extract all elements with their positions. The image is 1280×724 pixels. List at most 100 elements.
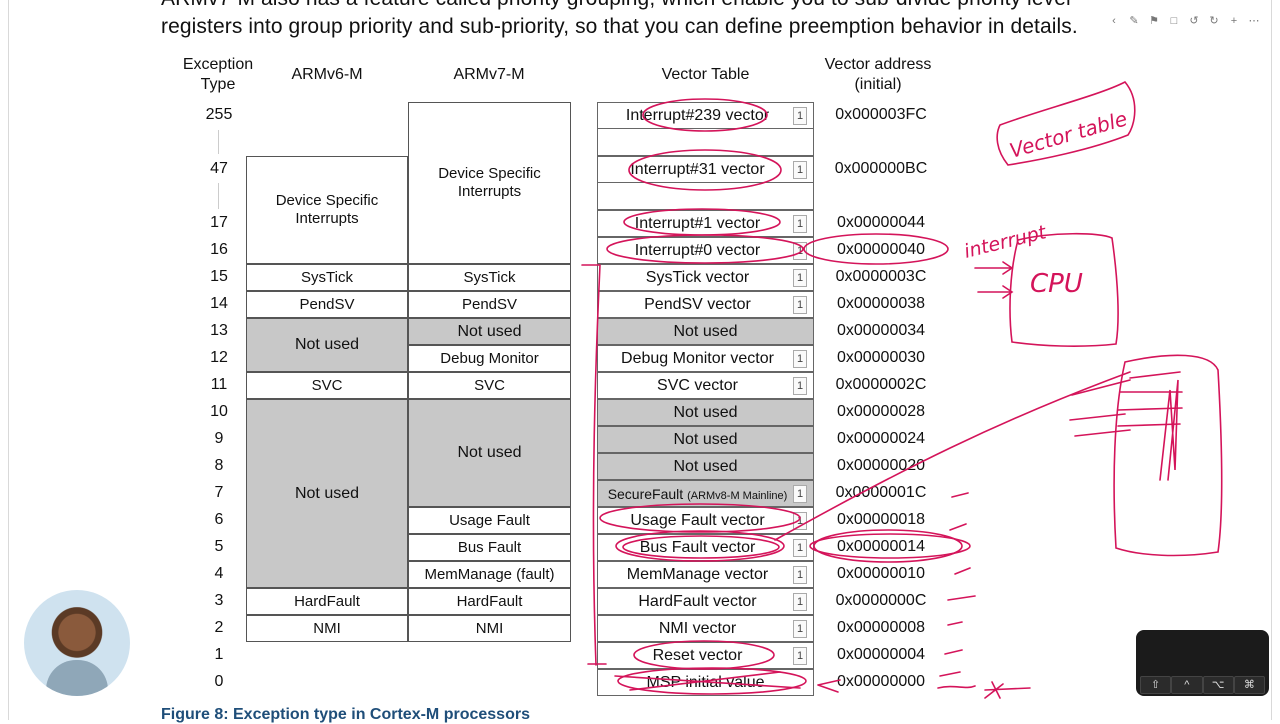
- exception-number: 9: [214, 430, 224, 447]
- vector-debug-monitor: Debug Monitor vector 1: [597, 345, 814, 372]
- ellipsis-line-2: [218, 183, 219, 209]
- ink-dashes: [939, 492, 976, 677]
- copy-icon[interactable]: □: [1170, 15, 1178, 27]
- armv7m-debug-monitor: Debug Monitor: [408, 345, 571, 372]
- ink-star-arrow: [937, 681, 1031, 699]
- vector-securefault-label: SecureFault (ARMv8-M Mainline): [608, 486, 788, 502]
- keyboard-key[interactable]: ⇧: [1140, 676, 1172, 694]
- exception-number: 13: [210, 322, 228, 339]
- vector-not-used-8: Not used: [597, 453, 814, 480]
- ink-circle-addr-14: [813, 529, 963, 563]
- exception-number: 14: [210, 295, 228, 312]
- word-box: 1: [793, 484, 807, 503]
- vector-systick: SysTick vector 1: [597, 264, 814, 291]
- keyboard-key[interactable]: ⌥: [1202, 676, 1234, 694]
- paragraph-line-2: registers into group priority and sub-pr…: [161, 15, 1078, 38]
- vector-reset-label: Reset vector: [652, 646, 743, 664]
- add-icon[interactable]: +: [1230, 15, 1238, 27]
- vector-securefault: SecureFault (ARMv8-M Mainline) 1: [597, 480, 814, 507]
- vector-not-used-8-label: Not used: [673, 457, 738, 475]
- armv7m-svc: SVC: [408, 372, 571, 399]
- vector-address: 0x00000034: [836, 322, 926, 339]
- ink-bracket: [581, 264, 607, 666]
- ink-circle-bus-2: [622, 535, 780, 559]
- header-vector-address: Vector address (initial): [824, 56, 932, 93]
- back-icon[interactable]: ‹: [1112, 15, 1116, 27]
- vector-address: 0x0000002C: [835, 376, 927, 393]
- redo-icon[interactable]: ↻: [1209, 15, 1219, 27]
- ink-circle-int239: [642, 98, 768, 132]
- ink-circle-addr-14b: [809, 533, 971, 559]
- vector-not-used-13: Not used: [597, 318, 814, 345]
- exception-number: 4: [214, 565, 224, 582]
- vector-reset: Reset vector 1: [597, 642, 814, 669]
- undo-icon[interactable]: ↺: [1189, 15, 1199, 27]
- vector-not-used-13-label: Not used: [673, 322, 738, 340]
- exception-number: 47: [210, 160, 228, 177]
- armv7m-not-used-1: Not used: [408, 318, 571, 345]
- vector-address: 0x00000040: [836, 241, 926, 258]
- more-icon[interactable]: ⋯: [1248, 15, 1260, 27]
- ink-circle-msp: [617, 667, 807, 695]
- keyboard-keys: ⇧ ^ ⌥ ⌘: [1140, 676, 1265, 694]
- exception-number: 1: [214, 646, 224, 663]
- vector-systick-label: SysTick vector: [645, 268, 750, 286]
- word-box: 1: [793, 538, 807, 557]
- pen-icon[interactable]: ✎: [1129, 15, 1139, 27]
- ink-circle-addr-40: [803, 233, 949, 265]
- ink-arrow-msp: [817, 679, 841, 693]
- word-box: 1: [793, 295, 807, 314]
- ink-memory-lines: [1069, 371, 1183, 437]
- armv7m-not-used-2: Not used: [408, 399, 571, 507]
- vector-bus-fault-label: Bus Fault vector: [639, 538, 756, 556]
- vector-address: 0x000000BC: [834, 160, 928, 177]
- word-box: 1: [793, 565, 807, 584]
- vector-usage-fault: Usage Fault vector 1: [597, 507, 814, 534]
- vector-memmanage: MemManage vector 1: [597, 561, 814, 588]
- vector-nmi-label: NMI vector: [658, 619, 737, 637]
- vector-address: 0x00000044: [836, 214, 926, 231]
- armv7m-nmi: NMI: [408, 615, 571, 642]
- word-box: 1: [793, 160, 807, 179]
- vector-int31: Interrupt#31 vector 1: [597, 156, 814, 183]
- securefault-name: SecureFault: [607, 485, 684, 502]
- armv7m-device-specific: Device Specific Interrupts: [408, 102, 571, 264]
- vector-not-used-10: Not used: [597, 399, 814, 426]
- vector-address: 0x00000028: [836, 403, 926, 420]
- armv6m-systick: SysTick: [246, 264, 408, 291]
- exception-number: 255: [205, 106, 233, 123]
- paragraph-line-1: ARMv7-M also has a feature called priori…: [161, 0, 1071, 11]
- armv7m-usage-fault: Usage Fault: [408, 507, 571, 534]
- vector-debug-monitor-label: Debug Monitor vector: [621, 349, 774, 367]
- ink-scribble-msp: [614, 671, 801, 691]
- ink-circle-int0: [606, 234, 804, 264]
- keyboard-key[interactable]: ⌘: [1233, 676, 1265, 694]
- vector-memmanage-label: MemManage vector: [626, 565, 769, 583]
- word-box: 1: [793, 646, 807, 665]
- header-armv6m: ARMv6-M: [291, 66, 363, 83]
- bookmark-icon[interactable]: ⚑: [1149, 15, 1159, 27]
- page-frame: [8, 0, 1272, 720]
- vector-hardfault-label: HardFault vector: [638, 592, 757, 610]
- vector-pendsv: PendSV vector 1: [597, 291, 814, 318]
- exception-number: 2: [214, 619, 224, 636]
- vector-address: 0x00000008: [836, 619, 926, 636]
- ink-pointer-line: [774, 371, 1131, 541]
- vector-address: 0x00000004: [836, 646, 926, 663]
- vector-svc-label: SVC vector: [657, 376, 738, 394]
- vector-address: 0x0000003C: [835, 268, 927, 285]
- vector-address: 0x00000030: [836, 349, 926, 366]
- keyboard-key[interactable]: ^: [1171, 676, 1203, 694]
- header-vector-table: Vector Table: [661, 66, 750, 83]
- ink-cpu-text: CPU: [1030, 269, 1083, 299]
- exception-number: 16: [210, 241, 228, 258]
- exception-number: 15: [210, 268, 228, 285]
- header-exception-type: Exception Type: [182, 56, 254, 93]
- exception-number: 7: [214, 484, 224, 501]
- vector-int239-label: Interrupt#239 vector: [625, 106, 770, 124]
- word-box: 1: [793, 214, 807, 233]
- vector-address: 0x00000018: [836, 511, 926, 528]
- ink-interrupt-text: interrupt: [962, 221, 1050, 263]
- figure-caption: Figure 8: Exception type in Cortex-M pro…: [161, 706, 530, 723]
